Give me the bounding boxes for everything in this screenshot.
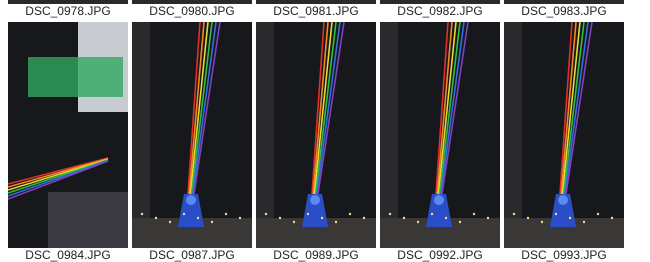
thumbnail[interactable] — [256, 22, 376, 248]
thumbnail[interactable] — [8, 22, 128, 248]
thumbnail[interactable] — [504, 22, 624, 248]
file-name[interactable]: DSC_0984.JPG — [6, 248, 130, 262]
file-name[interactable]: DSC_0978.JPG — [6, 4, 130, 18]
thumbnail[interactable] — [380, 22, 500, 248]
file-name[interactable]: DSC_0992.JPG — [378, 248, 502, 262]
file-name[interactable]: DSC_0981.JPG — [254, 4, 378, 18]
file-name[interactable]: DSC_0987.JPG — [130, 248, 254, 262]
file-name[interactable]: DSC_0983.JPG — [502, 4, 626, 18]
file-name[interactable]: DSC_0982.JPG — [378, 4, 502, 18]
file-name[interactable]: DSC_0980.JPG — [130, 4, 254, 18]
file-name[interactable]: DSC_0993.JPG — [502, 248, 626, 262]
thumbnail[interactable] — [132, 22, 252, 248]
file-browser: {"files_row_1": ["DSC_0978.JPG", "DSC_09… — [0, 0, 650, 256]
file-name[interactable]: DSC_0989.JPG — [254, 248, 378, 262]
